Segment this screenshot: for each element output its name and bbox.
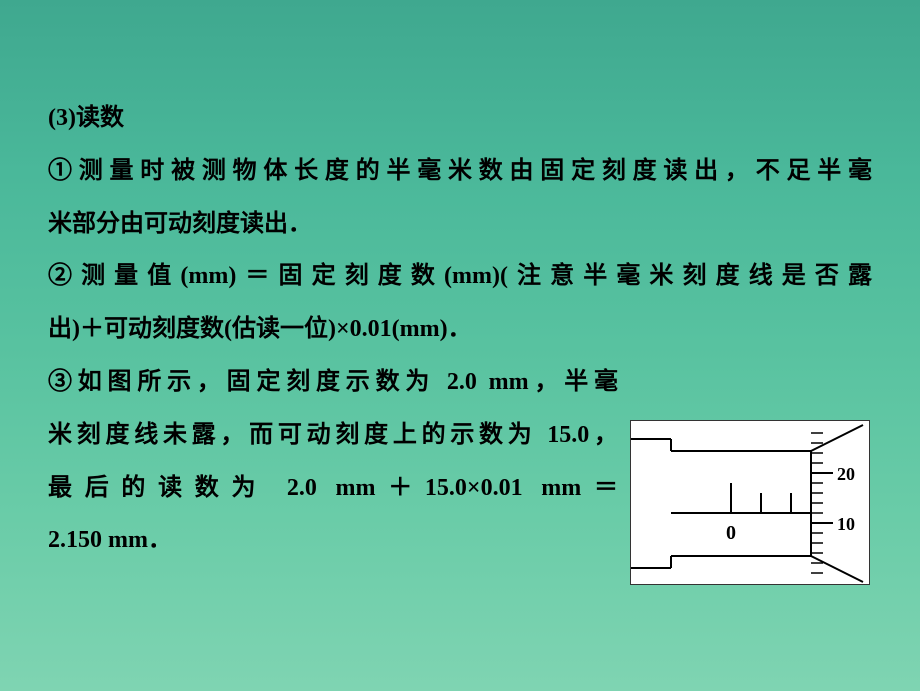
micrometer-svg: 0 20 10 — [631, 421, 871, 586]
thimble-label-10: 10 — [837, 514, 855, 534]
heading-text: (3)读数 — [48, 92, 872, 145]
main-scale-zero: 0 — [726, 522, 736, 544]
para3-line3: 最后的读数为 2.0 mm＋15.0×0.01 mm＝ — [48, 462, 618, 515]
para2-line2: 出)＋可动刻度数(估读一位)×0.01(mm)． — [48, 303, 872, 356]
para3-line1: ③如图所示，固定刻度示数为 2.0 mm，半毫 — [48, 356, 618, 409]
para1-line2: 米部分由可动刻度读出． — [48, 198, 872, 251]
para1-line1: ①测量时被测物体长度的半毫米数由固定刻度读出，不足半毫 — [48, 145, 872, 198]
para3-line4: 2.150 mm． — [48, 514, 618, 567]
micrometer-figure: 0 20 10 — [630, 420, 870, 585]
para2-line1: ②测量值(mm)＝固定刻度数(mm)(注意半毫米刻度线是否露 — [48, 250, 872, 303]
thimble-label-20: 20 — [837, 464, 855, 484]
para3-line2: 米刻度线未露，而可动刻度上的示数为 15.0， — [48, 409, 618, 462]
